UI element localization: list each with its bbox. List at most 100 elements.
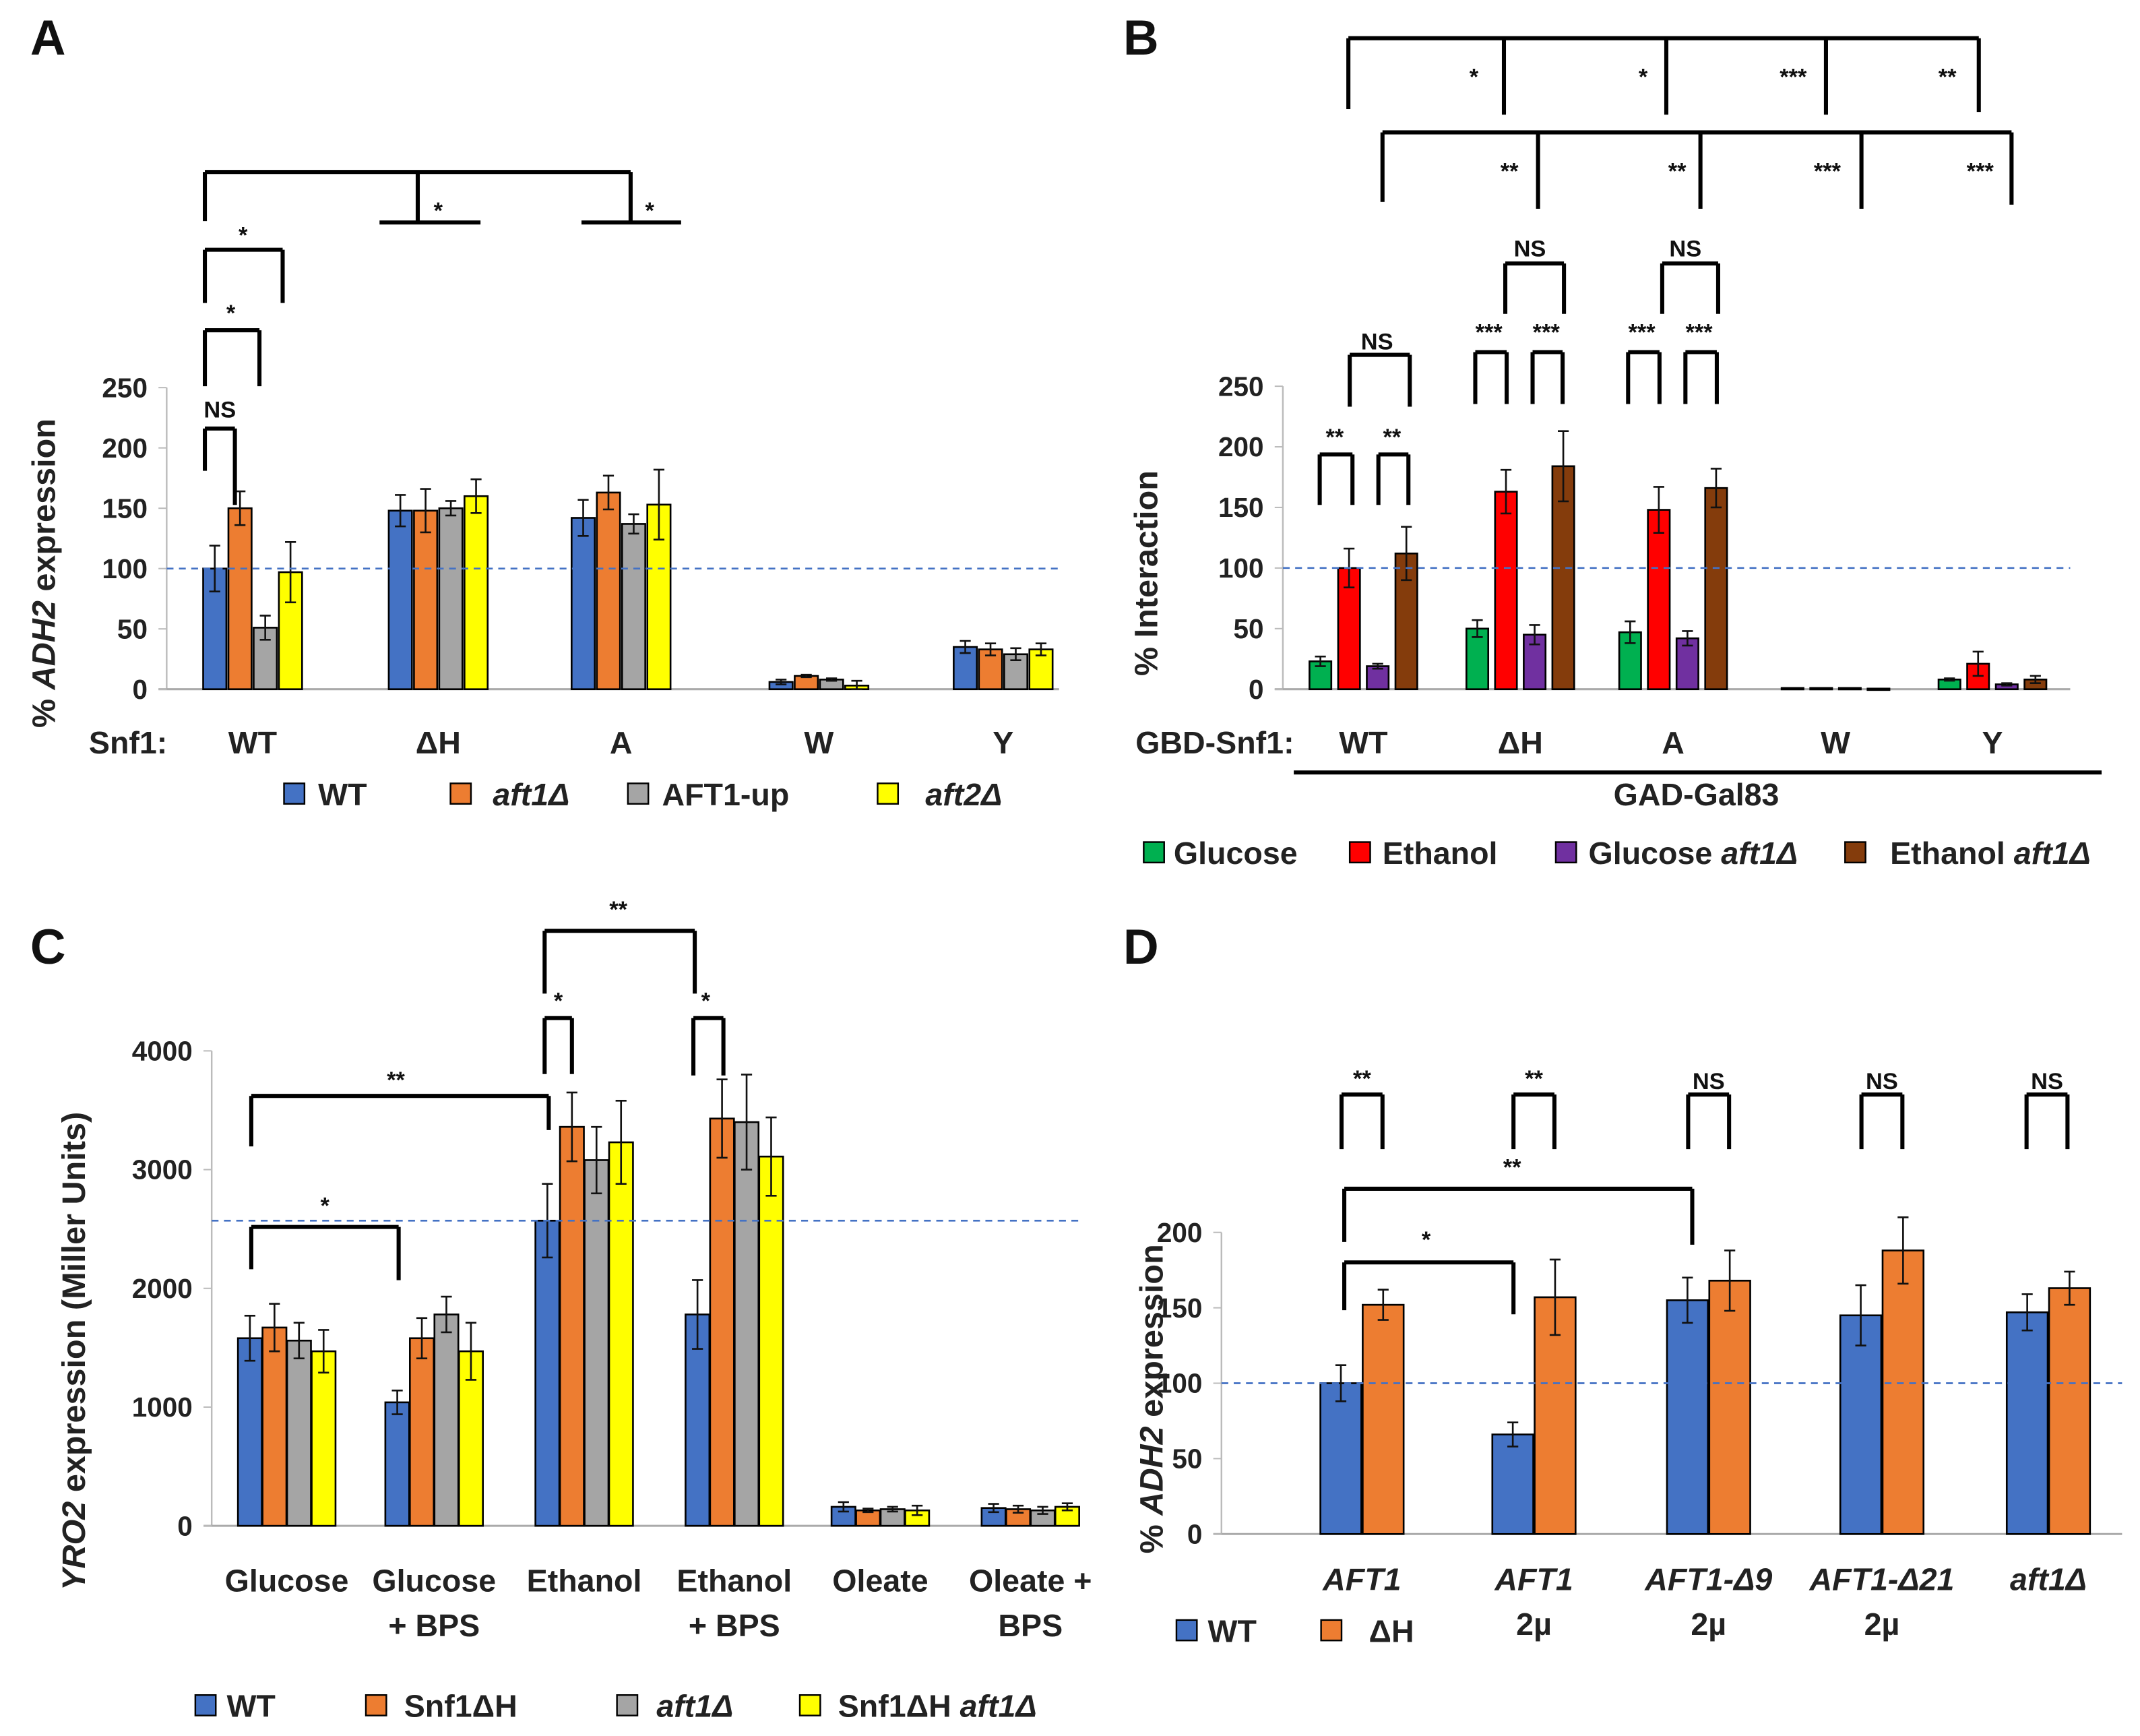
bar (433, 1313, 460, 1527)
significance-label: ** (1501, 158, 1519, 184)
text-part: % (1134, 1516, 1170, 1554)
y-tick-label: 250 (1218, 371, 1264, 402)
bar (1491, 1433, 1534, 1535)
y-tick-label: 0 (132, 674, 148, 705)
legend-label: WT (226, 1689, 275, 1724)
significance-label: ** (1525, 1066, 1543, 1092)
x-category-label: WT (228, 725, 277, 760)
x-category-label: W (1821, 725, 1850, 760)
bar (1780, 687, 1804, 691)
x-prefix-label: Snf1: (89, 725, 167, 760)
bar (534, 1220, 561, 1527)
bar (1866, 687, 1891, 691)
y-tick-label: 250 (102, 372, 148, 403)
bar (1494, 491, 1518, 691)
legend-label: aft1Δ (656, 1689, 733, 1724)
bar (1839, 1314, 1883, 1535)
significance-label: * (226, 301, 236, 326)
text-part: expression (1134, 1244, 1170, 1426)
bar (1837, 687, 1862, 691)
x-category-label: AFT1-Δ21 (1808, 1561, 1954, 1596)
legend-label: Glucose aft1Δ (1589, 836, 1798, 871)
panel-letter-a: A (30, 11, 66, 65)
significance-label: *** (1476, 319, 1503, 345)
x-category-label: Y (1982, 725, 2003, 760)
text-part: % (26, 689, 62, 728)
legend-swatch (1348, 841, 1371, 864)
x-category-label: WT (1339, 725, 1387, 760)
x-category-label: Ethanol (527, 1563, 642, 1598)
significance-label: NS (1669, 237, 1701, 262)
bar (1362, 1303, 1405, 1535)
significance-label: NS (1361, 329, 1393, 354)
bar (1319, 1382, 1362, 1535)
significance-label: NS (1514, 237, 1546, 262)
x-category-label: ΔH (1498, 725, 1543, 760)
y-axis-label: % ADH2 expression (26, 418, 62, 728)
legend-swatch (1554, 841, 1577, 864)
y-tick-label: 3000 (132, 1154, 193, 1185)
significance-bracket: NS (1859, 1069, 1905, 1150)
y-tick-label: 50 (1234, 613, 1264, 644)
significance-bracket: * (691, 989, 726, 1076)
y-tick-label: 150 (102, 493, 148, 524)
text-part: ΔH (1369, 1613, 1414, 1648)
text-part: aft1Δ (493, 777, 569, 812)
bar (1666, 1299, 1709, 1535)
bar (646, 503, 672, 691)
y-axis-label: % ADH2 expression (1134, 1244, 1170, 1553)
significance-bracket: *** (1530, 319, 1565, 404)
bar (311, 1350, 337, 1527)
significance-bracket: ** (1339, 1066, 1385, 1150)
bar (621, 523, 646, 691)
text-part: WT (1208, 1613, 1257, 1648)
x-category-label: Glucose (225, 1563, 349, 1598)
x-category-label: aft1Δ (2010, 1561, 2087, 1596)
bar (286, 1339, 312, 1527)
panel-b: 0 50 100 150 200 250 % Interaction WT ΔH A W Y GBD-S… (1129, 36, 2102, 871)
legend-swatch (283, 782, 306, 805)
significance-label: NS (2031, 1069, 2063, 1094)
x-category-label: Y (993, 725, 1013, 760)
legend-swatch (449, 782, 472, 805)
legend-label: aft1Δ (493, 777, 569, 812)
bar (1708, 1280, 1751, 1535)
bar (438, 507, 464, 691)
bar (2048, 1287, 2091, 1535)
significance-label: NS (1693, 1069, 1725, 1094)
bar (596, 491, 621, 691)
significance-bracket: * (249, 1193, 401, 1280)
significance-bracket: NS (2024, 1069, 2070, 1150)
significance-bracket: ** (1317, 425, 1355, 505)
bar (227, 507, 253, 691)
y-tick-label: 100 (1157, 1368, 1203, 1399)
legend-label: AFT1-up (662, 777, 789, 812)
bar (387, 509, 413, 691)
x-category-label: ΔH (416, 725, 461, 760)
significance-label: *** (1533, 319, 1561, 345)
significance-label: * (701, 989, 711, 1014)
x-category-label: BPS (998, 1608, 1063, 1643)
significance-label: * (1639, 65, 1648, 90)
y-tick-label: 100 (102, 553, 148, 584)
bar (1881, 1249, 1925, 1535)
legend-swatch (616, 1694, 639, 1716)
text-part: expression (26, 418, 62, 600)
significance-bracket: ** (1342, 1155, 1695, 1245)
y-tick-label: 150 (1218, 492, 1264, 523)
x-prefix-label: GBD-Snf1: (1135, 725, 1294, 760)
x-category-label: A (1662, 725, 1685, 760)
y-tick-label: 0 (1187, 1518, 1203, 1549)
panel-letter-d: D (1123, 920, 1159, 974)
legend-label: WT (1208, 1613, 1257, 1648)
text-part: Ethanol (1383, 836, 1498, 871)
significance-bracket: *** (1683, 319, 1719, 404)
bar (261, 1326, 288, 1527)
legend-swatch (627, 782, 650, 805)
bar (1366, 665, 1390, 691)
significance-bracket: * (203, 301, 262, 387)
x-category-label: Ethanol (676, 1563, 792, 1598)
legend-swatch (877, 782, 900, 805)
significance-label: * (239, 222, 248, 248)
